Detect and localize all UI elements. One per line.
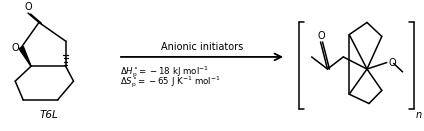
Text: O: O [389, 58, 396, 67]
Text: T6L: T6L [39, 110, 58, 120]
Text: O: O [24, 2, 32, 12]
Text: $\Delta\mathit{H}_{\mathrm{p}}^{\circ} = -18\ \mathrm{kJ\ mol^{-1}}$: $\Delta\mathit{H}_{\mathrm{p}}^{\circ} =… [120, 64, 209, 80]
Text: O: O [11, 43, 19, 53]
Text: $\Delta\mathit{S}_{\mathrm{p}}^{\circ} = -65\ \mathrm{J\ K^{-1}\ mol^{-1}}$: $\Delta\mathit{S}_{\mathrm{p}}^{\circ} =… [120, 75, 220, 90]
Text: n: n [416, 110, 421, 120]
Text: O: O [318, 31, 325, 41]
Polygon shape [19, 47, 31, 66]
Text: Anionic initiators: Anionic initiators [161, 42, 243, 52]
